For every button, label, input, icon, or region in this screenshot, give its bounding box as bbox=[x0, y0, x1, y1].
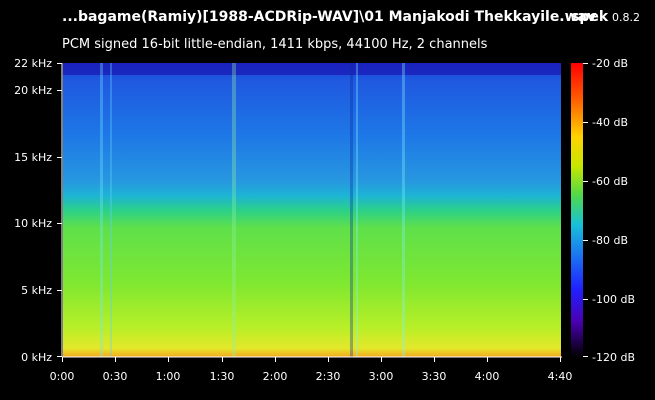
freq-label-22: 22 kHz bbox=[14, 57, 52, 70]
time-label-3: 1:30 bbox=[210, 370, 235, 383]
freq-label-5: 5 kHz bbox=[21, 284, 52, 297]
db-scale-ticks bbox=[583, 63, 588, 357]
freq-label-0: 0 kHz bbox=[21, 351, 52, 364]
frequency-ticks bbox=[57, 63, 62, 357]
spectrogram-fill bbox=[63, 63, 561, 357]
db-label-60: -60 dB bbox=[592, 175, 628, 188]
title-bar: ...bagame(Ramiy)[1988-ACDRip-WAV]\01 Man… bbox=[0, 0, 655, 30]
db-label-120: -120 dB bbox=[592, 351, 635, 364]
freq-label-15: 15 kHz bbox=[14, 151, 52, 164]
file-title: ...bagame(Ramiy)[1988-ACDRip-WAV]\01 Man… bbox=[62, 9, 597, 25]
db-label-20: -20 dB bbox=[592, 57, 628, 70]
time-label-4: 2:00 bbox=[263, 370, 288, 383]
db-color-scale bbox=[571, 63, 583, 357]
freq-label-20: 20 kHz bbox=[14, 84, 52, 97]
time-label-2: 1:00 bbox=[156, 370, 181, 383]
freq-label-10: 10 kHz bbox=[14, 217, 52, 230]
db-label-100: -100 dB bbox=[592, 293, 635, 306]
frequency-labels: 22 kHz 20 kHz 15 kHz 10 kHz 5 kHz 0 kHz bbox=[14, 57, 52, 364]
time-ticks bbox=[62, 357, 561, 362]
db-label-40: -40 dB bbox=[592, 116, 628, 129]
time-label-5: 2:30 bbox=[316, 370, 341, 383]
spectrogram-streaks bbox=[100, 63, 405, 357]
db-scale-labels: -20 dB -40 dB -60 dB -80 dB -100 dB -120… bbox=[592, 57, 635, 364]
time-label-7: 3:30 bbox=[422, 370, 447, 383]
time-label-0: 0:00 bbox=[50, 370, 75, 383]
app-name: spek bbox=[571, 9, 609, 25]
spectrogram-top-band bbox=[63, 63, 561, 75]
app-version: 0.8.2 bbox=[612, 11, 640, 24]
db-label-80: -80 dB bbox=[592, 234, 628, 247]
time-labels: 0:00 0:30 1:00 1:30 2:00 2:30 3:00 3:30 … bbox=[50, 370, 573, 383]
time-label-8: 4:00 bbox=[475, 370, 500, 383]
time-label-6: 3:00 bbox=[369, 370, 394, 383]
time-label-1: 0:30 bbox=[103, 370, 128, 383]
time-label-9: 4:40 bbox=[548, 370, 573, 383]
stream-info: PCM signed 16-bit little-endian, 1411 kb… bbox=[62, 37, 488, 52]
